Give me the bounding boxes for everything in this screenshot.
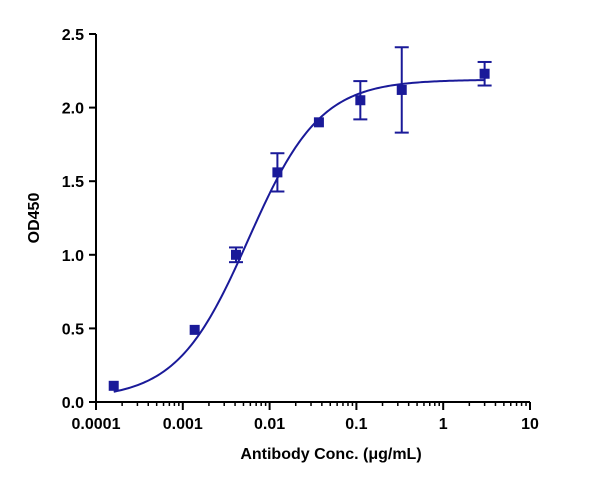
x-tick-label: 0.1 [345, 416, 367, 433]
y-tick-label: 0.0 [62, 395, 84, 412]
y-tick-label: 1.5 [62, 174, 84, 191]
data-point [313, 117, 324, 128]
ticks: 0.0 0.5 1.0 1.5 2.0 2.5 0.0001 0.001 0.01 0.1 1 10 [62, 27, 539, 433]
y-axis-title: OD450 [26, 193, 43, 244]
y-tick-label: 1.0 [62, 248, 84, 265]
x-tick-label: 0.0001 [72, 416, 121, 433]
data-point [355, 95, 366, 106]
data-point [230, 249, 241, 260]
data-point [479, 68, 490, 79]
y-tick-label: 0.5 [62, 321, 84, 338]
x-tick-label: 0.01 [254, 416, 285, 433]
y-tick-label: 2.5 [62, 27, 84, 44]
data-point [189, 324, 200, 335]
plot-area [108, 46, 492, 393]
x-tick-label: 10 [521, 416, 539, 433]
x-tick-label: 1 [439, 416, 448, 433]
data-point [272, 167, 283, 178]
x-axis-title: Antibody Conc. (μg/mL) [240, 446, 421, 463]
fit-curve [113, 79, 485, 393]
x-tick-label: 0.001 [163, 416, 203, 433]
axes [95, 34, 530, 403]
data-point [396, 84, 407, 95]
data-point [108, 380, 119, 391]
y-tick-label: 2.0 [62, 101, 84, 118]
